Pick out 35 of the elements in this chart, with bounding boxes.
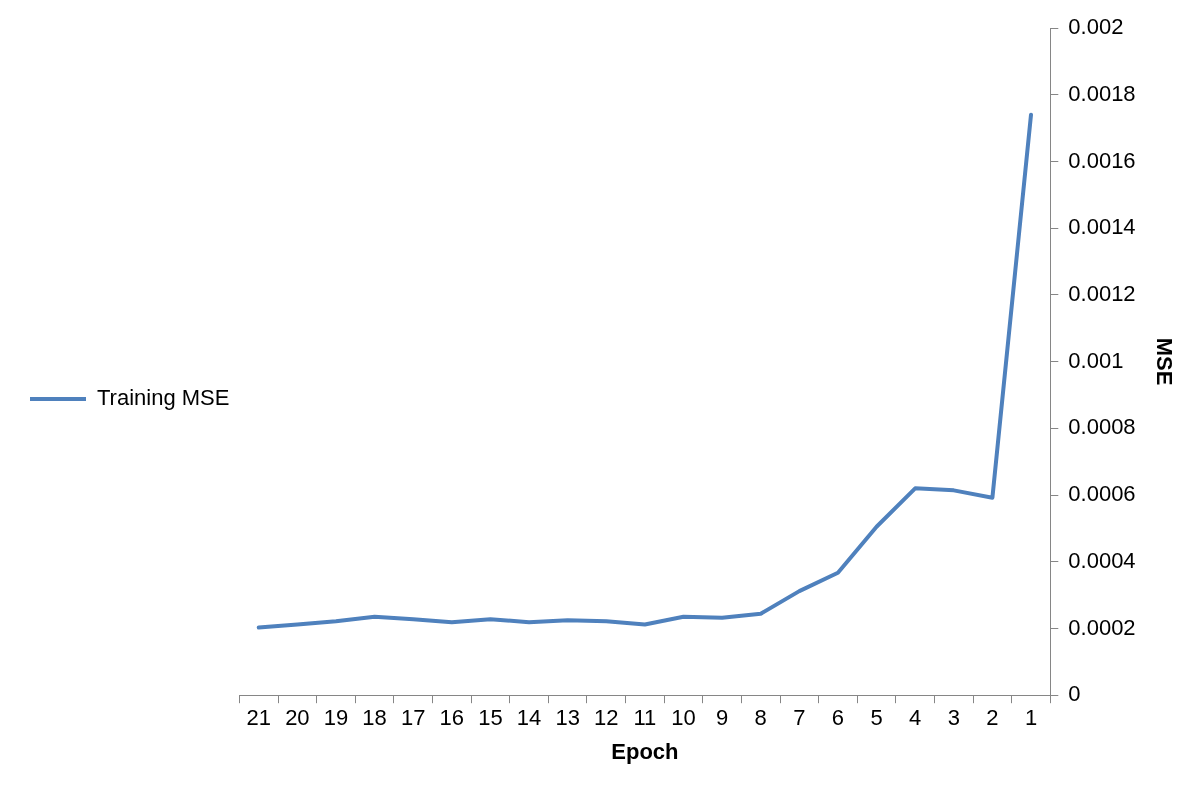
y-tick-label: 0.0014 xyxy=(1068,214,1136,240)
y-tick-label: 0.0002 xyxy=(1068,614,1136,640)
legend-label: Training MSE xyxy=(97,385,230,411)
x-tick-label: 15 xyxy=(478,705,503,731)
x-tick-label: 2 xyxy=(986,705,999,731)
x-tick-label: 20 xyxy=(285,705,310,731)
x-tick-label: 1 xyxy=(1024,705,1038,731)
x-tick-label: 5 xyxy=(870,705,883,731)
y-tick-label: 0 xyxy=(1068,681,1081,707)
x-tick-label: 3 xyxy=(947,705,960,731)
y-tick-label: 0.001 xyxy=(1068,347,1124,373)
y-tick-label: 0.0006 xyxy=(1068,481,1136,507)
y-tick-label: 0.0016 xyxy=(1068,147,1136,173)
x-tick-label: 19 xyxy=(323,705,349,731)
x-tick-label: 18 xyxy=(362,705,387,731)
y-tick-label: 0.0004 xyxy=(1068,547,1136,573)
x-tick-label: 12 xyxy=(594,705,619,731)
x-tick-label: 9 xyxy=(715,705,729,731)
x-tick-label: 17 xyxy=(400,705,426,731)
x-tick-label: 10 xyxy=(671,705,696,731)
y-axis-title: MSE xyxy=(1151,337,1177,386)
y-tick-label: 0.0008 xyxy=(1068,414,1136,440)
x-tick-label: 7 xyxy=(793,705,806,731)
x-tick-label: 13 xyxy=(555,705,580,731)
x-tick-label: 4 xyxy=(909,705,922,731)
x-tick-label: 14 xyxy=(516,705,542,731)
x-tick-label: 8 xyxy=(754,705,767,731)
y-tick-label: 0.0018 xyxy=(1068,80,1136,106)
x-tick-label: 21 xyxy=(246,705,271,731)
x-tick-label: 16 xyxy=(439,705,465,731)
x-tick-label: 6 xyxy=(831,705,845,731)
x-tick-label: 11 xyxy=(633,705,657,731)
y-tick-label: 0.0012 xyxy=(1068,280,1136,306)
y-tick-label: 0.002 xyxy=(1068,14,1124,40)
x-axis-title: Epoch xyxy=(611,738,679,764)
